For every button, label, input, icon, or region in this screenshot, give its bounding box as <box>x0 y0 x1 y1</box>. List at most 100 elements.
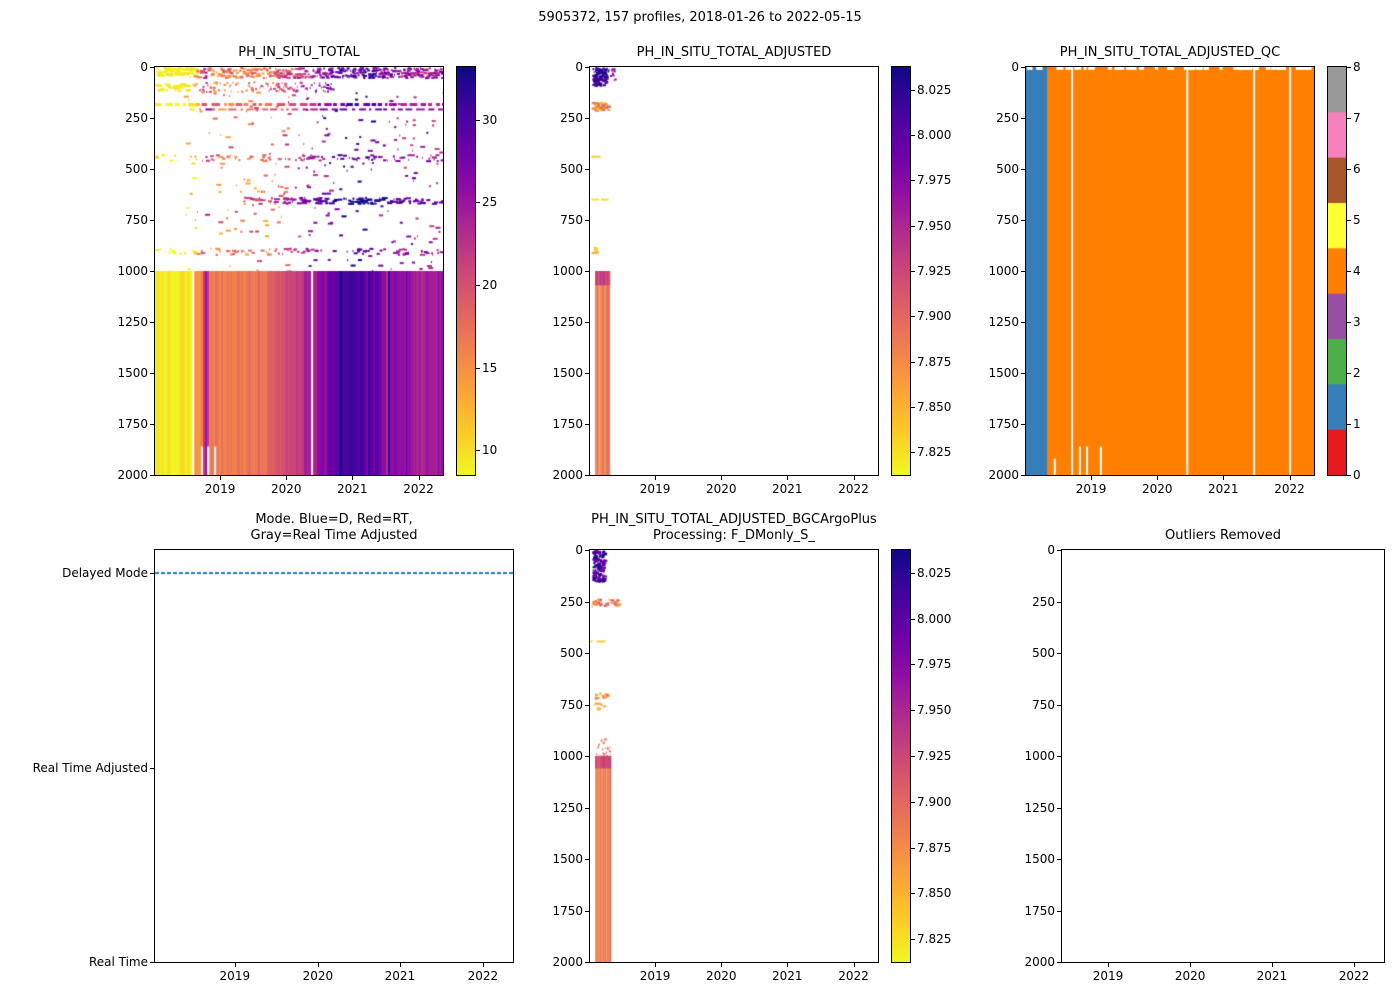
y-tick-mark <box>150 573 154 575</box>
colorbar-tick-mark <box>911 89 915 91</box>
colorbar-tick-label: 20 <box>482 278 498 293</box>
y-tick-mark <box>1057 756 1061 757</box>
x-tick-mark <box>352 476 354 480</box>
axes-frame-ph-adjusted <box>589 66 879 476</box>
y-tick-mark <box>1057 704 1061 706</box>
y-tick-label: 250 <box>125 111 148 125</box>
colorbar-tick-label: 8.000 <box>917 611 952 626</box>
y-tick-label: Real Time Adjusted <box>32 760 148 775</box>
y-tick-mark <box>1021 424 1025 425</box>
x-tick-label: 2019 <box>219 969 251 983</box>
colorbar-frame-ph-adjusted-qc <box>1327 66 1347 476</box>
x-tick-mark <box>482 963 484 967</box>
x-tick-mark <box>721 963 723 967</box>
x-tick-mark <box>787 476 789 480</box>
colorbar-canvas-ph-raw <box>457 67 475 475</box>
y-tick-mark <box>150 322 154 323</box>
y-tick-label: 0 <box>1011 60 1019 74</box>
x-tick-mark <box>1289 476 1291 480</box>
y-tick-mark <box>585 67 589 68</box>
x-tick-mark <box>853 476 855 480</box>
y-tick-mark <box>585 118 589 119</box>
x-tick-mark <box>399 963 401 967</box>
colorbar-canvas-ph-adjusted-bgc <box>892 550 910 962</box>
y-tick-label: 750 <box>560 697 583 712</box>
x-tick-mark <box>787 963 789 967</box>
x-tick-label: 2021 <box>384 969 416 983</box>
y-tick-label: 1250 <box>1024 800 1055 815</box>
y-tick-label: 500 <box>125 162 148 176</box>
colorbar-tick-mark <box>911 756 915 757</box>
y-tick-label: 2000 <box>988 468 1019 482</box>
y-tick-mark <box>585 910 589 912</box>
y-tick-mark <box>585 271 589 272</box>
panel-title-ph-raw: PH_IN_SITU_TOTAL <box>238 45 360 60</box>
colorbar-tick-mark <box>1347 373 1351 374</box>
panel-title-ph-adjusted-qc: PH_IN_SITU_TOTAL_ADJUSTED_QC <box>1059 45 1281 60</box>
colorbar-tick-label: 3 <box>1353 315 1361 329</box>
y-tick-mark <box>1057 910 1061 912</box>
colorbar-tick-mark <box>476 367 480 369</box>
colorbar-tick-mark <box>911 452 915 454</box>
y-tick-label: 0 <box>140 60 148 74</box>
plot-canvas-outliers <box>1062 550 1384 962</box>
x-tick-mark <box>1354 963 1356 967</box>
y-tick-mark <box>150 67 154 68</box>
y-tick-label: 1750 <box>552 417 583 431</box>
colorbar-tick-mark <box>476 119 480 121</box>
x-tick-label: 2020 <box>271 482 302 496</box>
y-tick-mark <box>1057 962 1061 963</box>
x-tick-label: 2021 <box>771 482 803 496</box>
colorbar-tick-mark <box>911 847 915 849</box>
y-tick-mark <box>150 118 154 119</box>
x-tick-mark <box>317 963 319 967</box>
y-tick-mark <box>150 767 154 769</box>
x-tick-mark <box>721 476 723 480</box>
x-tick-mark <box>418 476 420 480</box>
y-tick-mark <box>1021 67 1025 68</box>
colorbar-tick-mark <box>911 801 915 803</box>
colorbar-tick-mark <box>911 135 915 136</box>
colorbar-tick-mark <box>911 361 915 363</box>
y-tick-label: 1750 <box>117 417 148 431</box>
y-tick-mark <box>1021 118 1025 119</box>
colorbar-tick-mark <box>911 710 915 712</box>
y-tick-label: 2000 <box>552 468 583 482</box>
y-tick-label: 500 <box>1032 646 1055 660</box>
y-tick-label: 1000 <box>552 264 583 278</box>
y-tick-mark <box>150 220 154 221</box>
colorbar-tick-label: 8.000 <box>917 128 952 142</box>
colorbar-tick-mark <box>911 407 915 408</box>
colorbar-tick-mark <box>1347 271 1351 272</box>
y-tick-label: Real Time <box>88 955 148 969</box>
plot-canvas-ph-adjusted-qc <box>1026 67 1314 475</box>
y-tick-label: 750 <box>996 213 1019 227</box>
y-tick-mark <box>1021 373 1025 374</box>
y-tick-mark <box>1021 271 1025 272</box>
y-tick-mark <box>150 962 154 963</box>
panel-title-mode: Mode. Blue=D, Red=RT, Gray=Real Time Adj… <box>250 512 418 543</box>
colorbar-tick-label: 8.025 <box>917 82 952 97</box>
colorbar-tick-label: 7.825 <box>917 932 952 947</box>
y-tick-label: 750 <box>1032 697 1055 712</box>
colorbar-tick-label: 15 <box>482 360 498 375</box>
x-tick-label: 2019 <box>1092 969 1124 983</box>
colorbar-tick-label: 7.975 <box>917 173 952 188</box>
colorbar-tick-label: 7.950 <box>917 703 952 718</box>
y-tick-label: Delayed Mode <box>62 566 148 581</box>
plot-canvas-ph-adjusted-bgc <box>590 550 878 962</box>
colorbar-canvas-ph-adjusted-qc <box>1328 67 1346 475</box>
y-tick-mark <box>150 424 154 425</box>
y-tick-label: 250 <box>996 111 1019 125</box>
y-tick-label: 1750 <box>1024 903 1055 918</box>
y-tick-mark <box>585 962 589 963</box>
x-tick-mark <box>220 476 222 480</box>
x-tick-mark <box>1157 476 1159 480</box>
y-tick-mark <box>585 169 589 170</box>
y-tick-mark <box>585 601 589 603</box>
y-tick-label: 1000 <box>988 264 1019 278</box>
x-tick-mark <box>1091 476 1093 480</box>
y-tick-mark <box>585 653 589 654</box>
colorbar-tick-label: 8 <box>1353 60 1361 74</box>
